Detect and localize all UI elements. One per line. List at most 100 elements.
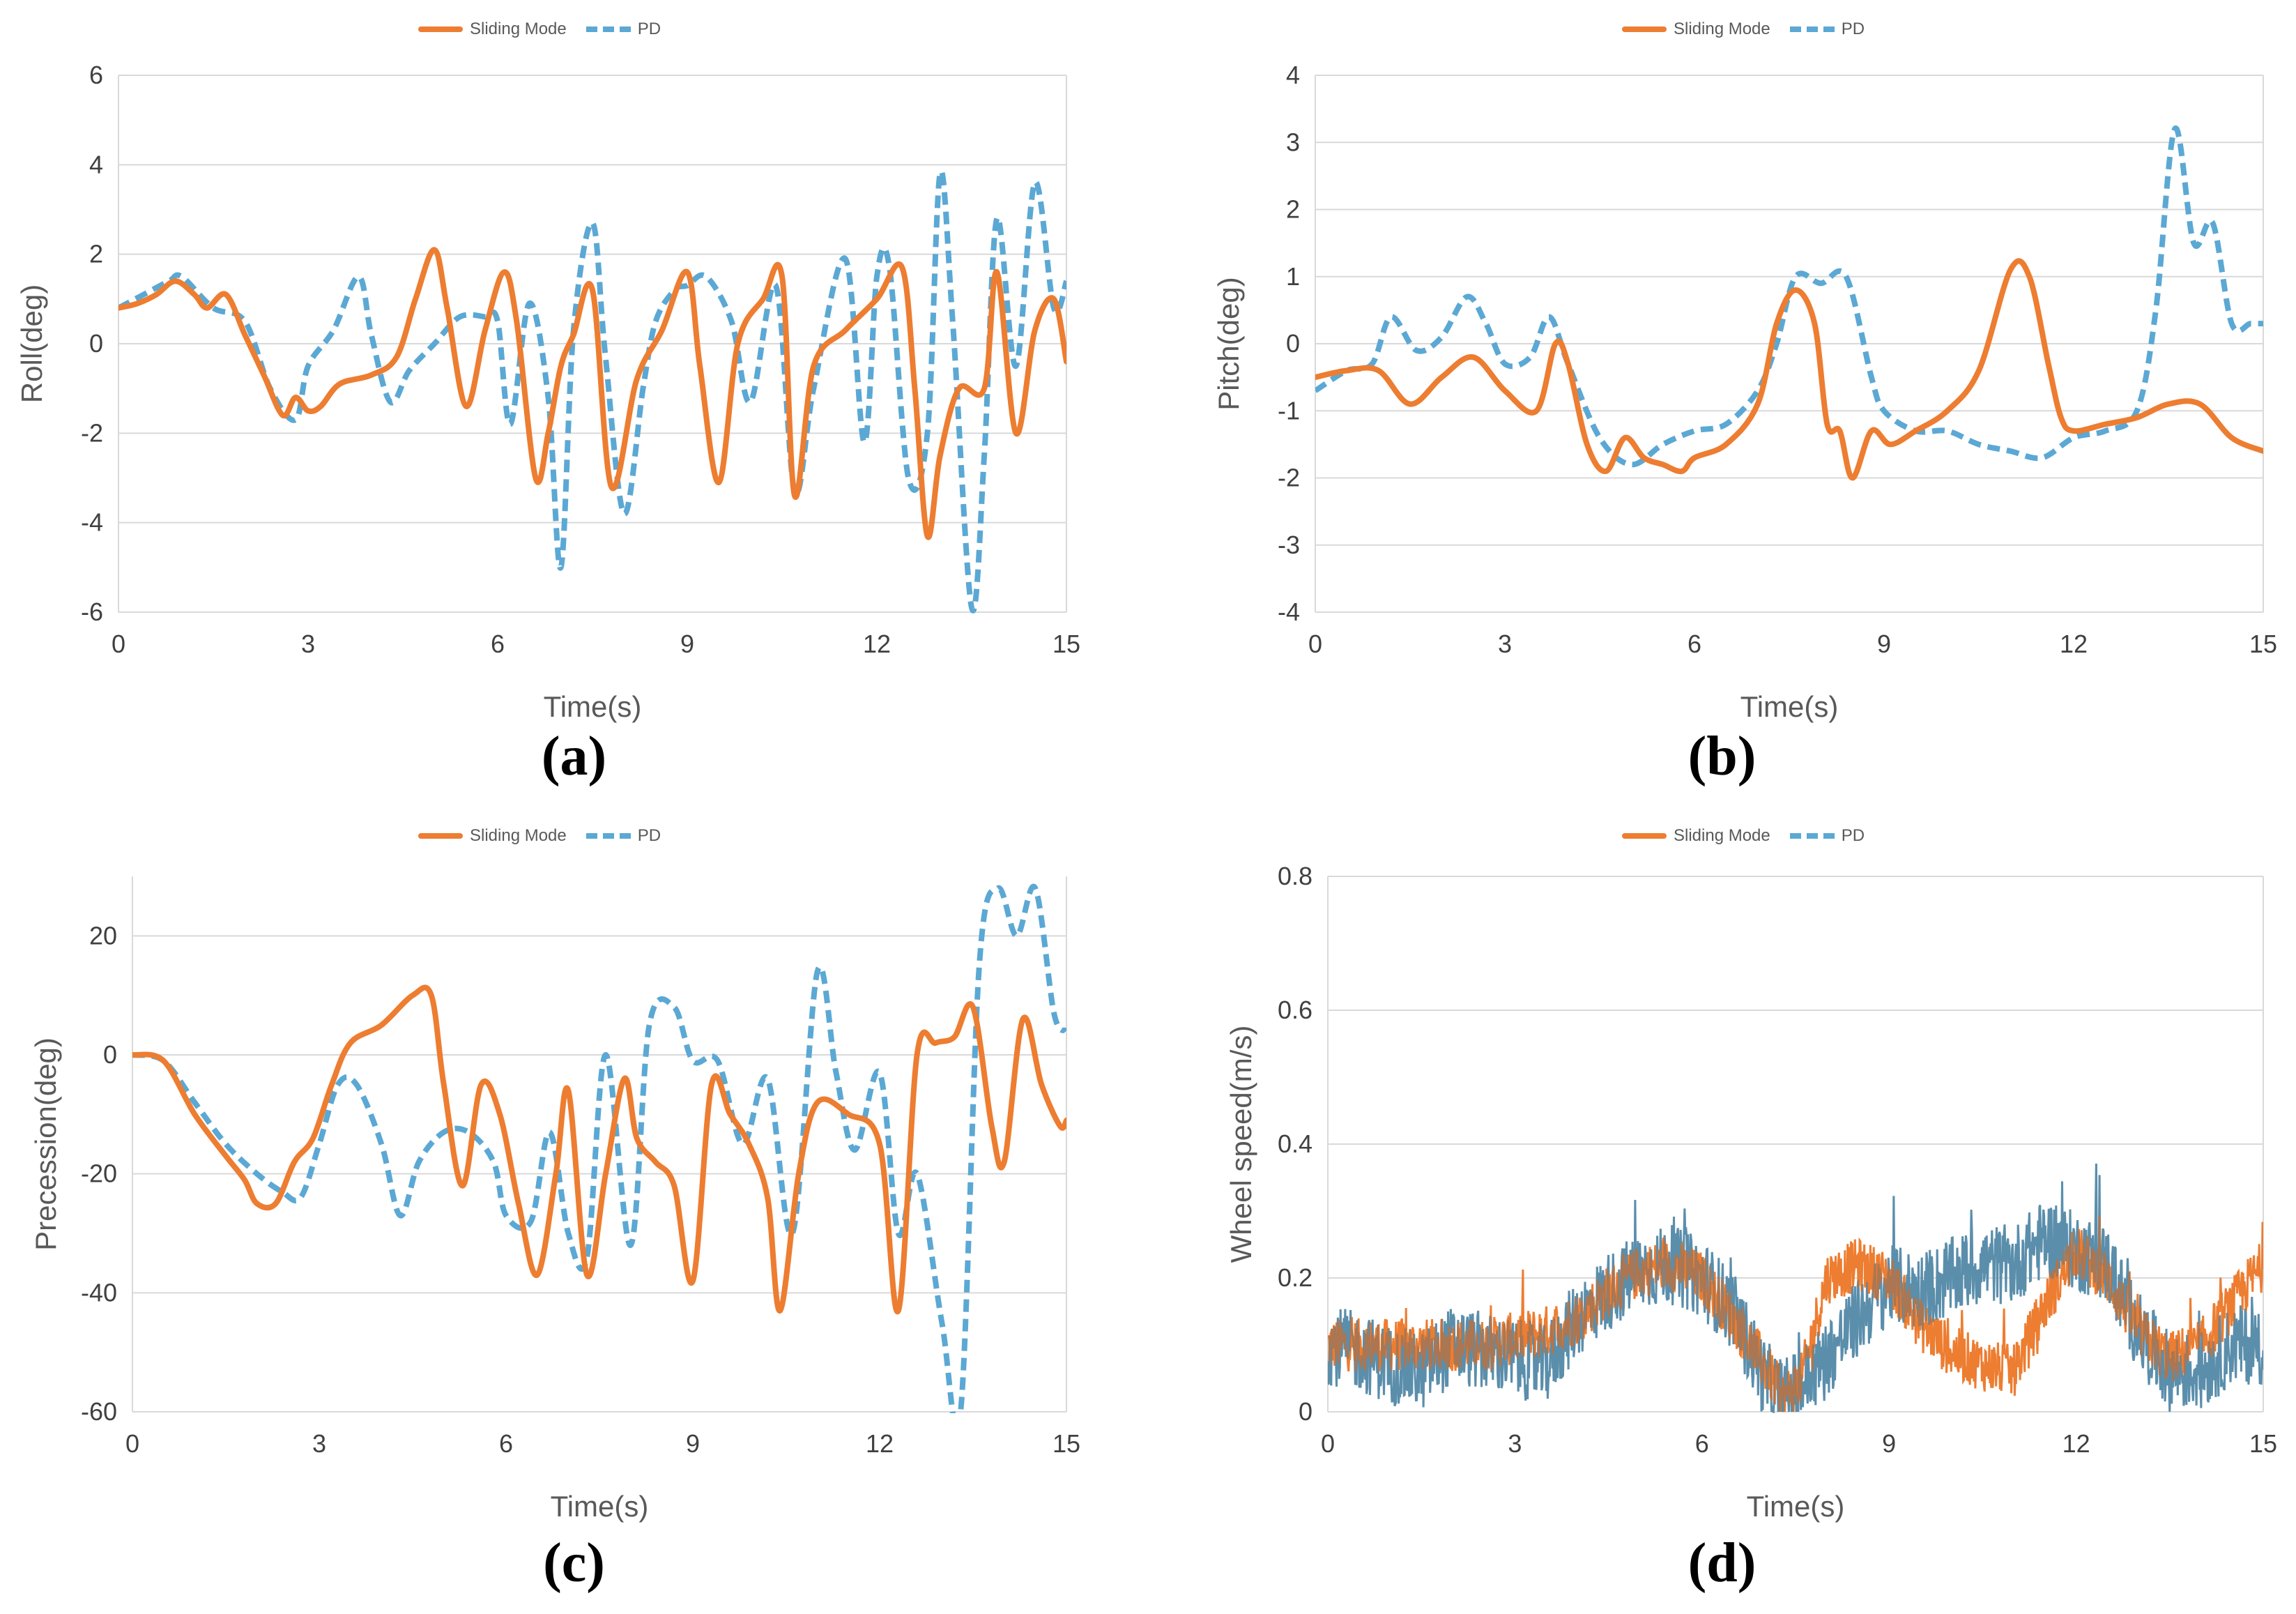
x-tick-label: 15: [2249, 1429, 2277, 1458]
x-tick-label: 6: [1687, 630, 1701, 658]
legend-label-sliding: Sliding Mode: [470, 826, 567, 845]
y-axis-title: Wheel speed(m/s): [1225, 1026, 1257, 1263]
legend-pd: PD: [1789, 20, 1865, 39]
y-tick-label: -60: [81, 1397, 117, 1426]
x-tick-label: 9: [686, 1429, 700, 1458]
legend-sliding-mode: Sliding Mode: [1622, 20, 1770, 39]
x-tick-label: 9: [1877, 630, 1891, 658]
y-tick-label: -6: [81, 597, 103, 626]
legend-swatch-sliding: [1622, 26, 1667, 32]
y-tick-label: 4: [1286, 61, 1300, 89]
y-tick-label: 3: [1286, 128, 1300, 156]
panel-d: Sliding Mode PD 0 0.2 0.4 0.6 0.8 0 3 6 9 12 15 Tim…: [1148, 807, 2296, 1614]
x-tick-label: 0: [1308, 630, 1322, 658]
y-tick-label: 0.6: [1278, 996, 1312, 1024]
series-pd: [132, 883, 1066, 1413]
y-tick-label: 0: [103, 1040, 117, 1069]
x-axis-title: Time(s): [544, 690, 642, 723]
x-tick-label: 3: [301, 630, 315, 658]
x-axis-title: Time(s): [1747, 1490, 1845, 1523]
y-tick-label: 1: [1286, 262, 1300, 291]
x-tick-label: 0: [1321, 1429, 1335, 1458]
x-tick-label: 3: [312, 1429, 326, 1458]
legend: Sliding Mode PD: [1622, 15, 1884, 43]
x-tick-label: 0: [125, 1429, 139, 1458]
x-axis-title: Time(s): [1740, 690, 1839, 723]
panel-a: Sliding Mode PD -6 -4 -2 0 2 4 6 0 3 6 9 12 15 Time(s…: [0, 0, 1148, 807]
legend-label-sliding: Sliding Mode: [1674, 20, 1770, 38]
legend-sliding-mode: Sliding Mode: [418, 20, 567, 39]
y-tick-label: 0.2: [1278, 1263, 1312, 1292]
legend: Sliding Mode PD: [418, 15, 680, 43]
y-tick-label: -3: [1278, 531, 1300, 559]
x-tick-label: 9: [1882, 1429, 1896, 1458]
legend-sliding-mode: Sliding Mode: [418, 826, 567, 846]
legend-label-pd: PD: [1841, 826, 1865, 845]
x-axis-title: Time(s): [551, 1490, 649, 1523]
series-overlap: [1328, 1163, 2263, 1413]
legend-label-sliding: Sliding Mode: [1674, 826, 1770, 845]
y-tick-label: 0: [89, 329, 103, 358]
y-tick-label: 4: [89, 150, 103, 178]
legend-swatch-pd: [1789, 833, 1835, 839]
legend-swatch-sliding: [418, 833, 463, 839]
chart-precession: -60 -40 -20 0 20 0 3 6 9 12 15 Time(s) Precession(de…: [29, 876, 1080, 1523]
series-sliding-mode: [1328, 1216, 2263, 1413]
legend: Sliding Mode PD: [418, 822, 680, 850]
x-tick-label: 6: [499, 1429, 513, 1458]
x-tick-label: 6: [1695, 1429, 1709, 1458]
chart-wheel-speed: 0 0.2 0.4 0.6 0.8 0 3 6 9 12 15 Time(s) Wheel speed(…: [1225, 862, 2277, 1523]
y-tick-label: 6: [89, 61, 103, 89]
caption-c: (c): [543, 1532, 605, 1594]
x-tick-label: 12: [866, 1429, 894, 1458]
legend-label-pd: PD: [637, 826, 661, 845]
panel-b: Sliding Mode PD -4 -3 -2 -1 0 1 2 3 4 0 3 6 9 12 15 Tim…: [1148, 0, 2296, 807]
y-tick-label: 0: [1286, 329, 1300, 358]
legend-label-pd: PD: [637, 20, 661, 38]
y-axis-title: Precession(deg): [29, 1037, 62, 1251]
y-tick-label: -4: [81, 508, 103, 537]
x-tick-label: 3: [1508, 1429, 1522, 1458]
x-tick-label: 3: [1498, 630, 1512, 658]
legend-swatch-pd: [586, 26, 631, 32]
legend-pd: PD: [586, 20, 661, 39]
x-tick-label: 6: [491, 630, 505, 658]
series-sliding-mode: [1315, 258, 2263, 481]
legend-swatch-sliding: [418, 26, 463, 32]
y-tick-label: 2: [1286, 195, 1300, 224]
y-tick-label: -20: [81, 1159, 117, 1188]
y-tick-label: -2: [81, 418, 103, 447]
y-axis-title: Pitch(deg): [1212, 277, 1245, 410]
x-tick-label: 15: [1053, 1429, 1080, 1458]
legend: Sliding Mode PD: [1622, 822, 1884, 850]
caption-b: (b): [1687, 726, 1757, 787]
y-tick-label: 0: [1299, 1397, 1312, 1426]
y-tick-label: 2: [89, 240, 103, 268]
y-tick-label: 0.8: [1278, 862, 1312, 890]
panel-c: Sliding Mode PD -60 -40 -20 0 20 0 3 6 9 12 15 Time…: [0, 807, 1148, 1614]
legend-pd: PD: [1789, 826, 1865, 846]
y-axis-title: Roll(deg): [15, 284, 48, 403]
legend-pd: PD: [586, 826, 661, 846]
legend-swatch-sliding: [1622, 833, 1667, 839]
caption-a: (a): [541, 726, 607, 787]
x-tick-label: 15: [2249, 630, 2277, 658]
y-tick-label: -40: [81, 1278, 117, 1307]
series-sliding-mode: [118, 247, 1066, 540]
y-tick-label: -1: [1278, 396, 1300, 425]
y-tick-label: -2: [1278, 464, 1300, 492]
x-tick-label: 12: [863, 630, 891, 658]
caption-d: (d): [1687, 1532, 1757, 1594]
series-pd: [1315, 125, 2263, 468]
x-tick-label: 9: [680, 630, 694, 658]
series-pd: [118, 169, 1066, 614]
chart-roll: -6 -4 -2 0 2 4 6 0 3 6 9 12 15 Time(s) Roll(deg): [15, 61, 1080, 723]
legend-label-pd: PD: [1841, 20, 1865, 38]
x-tick-label: 12: [2062, 1429, 2090, 1458]
x-tick-label: 0: [112, 630, 125, 658]
y-tick-label: -4: [1278, 597, 1300, 626]
legend-label-sliding: Sliding Mode: [470, 20, 567, 38]
legend-swatch-pd: [586, 833, 631, 839]
x-tick-label: 12: [2060, 630, 2088, 658]
